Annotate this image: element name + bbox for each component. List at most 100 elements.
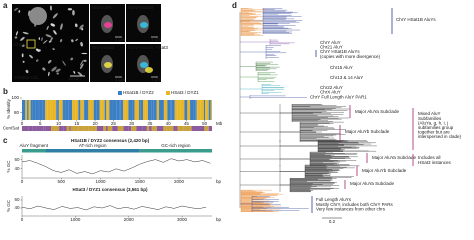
- repeat-stripe: [56, 100, 58, 120]
- chromosome: [29, 54, 33, 59]
- panel-label: b: [3, 87, 8, 96]
- repeat-stripe: [30, 100, 33, 120]
- clade-label: Major AluYb Subclade: [345, 129, 390, 134]
- track-segment: [57, 126, 60, 131]
- region-label: AluY fragment: [20, 143, 49, 148]
- track-segment: [95, 126, 97, 131]
- chromosome: [55, 68, 61, 73]
- scale-label: 1 µm: [151, 77, 161, 82]
- repeat-stripe: [156, 100, 160, 120]
- repeat-stripe: [154, 100, 157, 120]
- track-segment: [208, 126, 212, 131]
- repeat-stripe: [153, 100, 155, 120]
- chromosome: [79, 24, 84, 30]
- channel-label: DNA: [92, 5, 102, 10]
- channel-label: CEN: [128, 5, 138, 10]
- clade-label: Major AluYa Subclade: [355, 109, 399, 114]
- plot-title: HSat1B / DYZ2 consensus (2,420 bp): [71, 138, 150, 143]
- repeat-stripe: [197, 100, 201, 120]
- clade-label: Mostly ChrY, includes both ChrY PARs: [316, 202, 394, 207]
- signal: [104, 62, 112, 68]
- repeat-stripe: [167, 100, 171, 120]
- channel-label: HSat1B: [138, 5, 154, 10]
- track-segment: [128, 126, 132, 131]
- repeat-stripe: [84, 100, 89, 120]
- track-segment: [66, 126, 70, 131]
- channel-label: CEN: [128, 45, 138, 50]
- repeat-stripe: [208, 100, 211, 120]
- repeat-stripe: [140, 100, 144, 120]
- chromosome: [80, 63, 84, 70]
- x-tick-label: 0: [21, 121, 24, 126]
- repeat-stripe: [90, 100, 94, 120]
- chromosome: [21, 53, 24, 58]
- chromosome: [80, 42, 83, 47]
- track-segment: [131, 126, 137, 131]
- roi-box: [26, 39, 36, 49]
- repeat-stripe: [38, 100, 40, 120]
- repeat-stripe: [88, 100, 91, 120]
- y-tick-label: 100: [11, 95, 19, 100]
- chromosome: [46, 25, 49, 30]
- repeat-stripe: [147, 100, 152, 120]
- chromosome: [15, 31, 18, 36]
- clade-label: Chr22 AluY: [320, 85, 343, 90]
- chromosome: [77, 71, 83, 76]
- signal: [140, 62, 148, 68]
- region-label: AT-rich region: [79, 143, 107, 148]
- track-segment: [163, 126, 167, 131]
- track-segment: [28, 126, 33, 131]
- repeat-stripe: [42, 100, 46, 120]
- track-segment: [146, 126, 150, 131]
- x-tick-label: 0: [21, 217, 24, 222]
- chromosome: [51, 66, 57, 72]
- track-segment: [36, 126, 40, 131]
- nucleus: [29, 7, 47, 25]
- chromosome: [42, 40, 48, 44]
- chromosome: [50, 23, 56, 27]
- channel-label: DNA: [92, 45, 102, 50]
- track-segment: [59, 126, 64, 131]
- repeat-stripe: [193, 100, 196, 120]
- x-tick-label: 50: [202, 121, 208, 126]
- channel-label: HSat1B: [138, 45, 154, 50]
- x-unit: bp: [216, 179, 222, 184]
- channel-label: HSat3: [102, 45, 115, 50]
- repeat-stripe: [27, 100, 29, 120]
- repeat-stripe: [160, 100, 164, 120]
- repeat-stripe: [196, 100, 198, 120]
- track-segment: [32, 126, 37, 131]
- chromosome: [62, 60, 66, 66]
- repeat-stripe: [123, 100, 126, 120]
- y-tick-label: 40: [14, 205, 20, 210]
- x-tick-label: 30: [129, 121, 135, 126]
- chromosome: [25, 69, 29, 74]
- scale-label: 1 µm: [115, 37, 125, 42]
- channel-label: HSat3: [155, 45, 168, 50]
- track-segment: [198, 126, 205, 131]
- repeat-stripe: [25, 100, 28, 120]
- repeat-stripe: [174, 100, 178, 120]
- chromosome: [48, 59, 52, 64]
- chromosome: [52, 48, 55, 50]
- repeat-stripe: [134, 100, 136, 120]
- clade-label: Major AluYa Subclade: [372, 155, 416, 160]
- repeat-stripe: [210, 100, 212, 120]
- repeat-stripe: [107, 100, 110, 120]
- repeat-stripe: [143, 100, 146, 120]
- repeat-stripe: [28, 100, 30, 120]
- repeat-stripe: [39, 100, 43, 120]
- repeat-stripe: [187, 100, 191, 120]
- x-tick-label: 35: [147, 121, 153, 126]
- repeat-stripe: [47, 100, 51, 120]
- legend-swatch: [118, 91, 122, 95]
- chromosome: [60, 23, 63, 30]
- repeat-stripe: [62, 100, 66, 120]
- repeat-stripe: [171, 100, 175, 120]
- x-tick-label: 1000: [96, 179, 107, 184]
- repeat-stripe: [99, 100, 102, 120]
- clade-label: HSat3 instances: [418, 160, 452, 165]
- repeat-stripe: [83, 100, 85, 120]
- x-tick-label: 40: [166, 121, 172, 126]
